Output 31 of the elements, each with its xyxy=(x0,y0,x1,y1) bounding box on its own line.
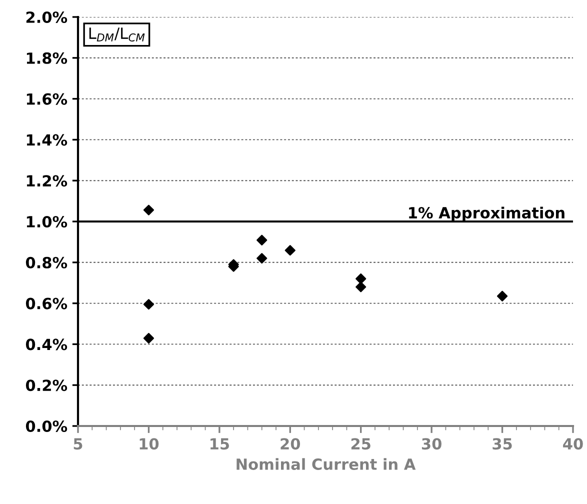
y-tick-label: 0.2% xyxy=(26,380,68,392)
point xyxy=(256,253,268,264)
y-tick-label: 1.4% xyxy=(26,134,68,146)
x-tick-label: 10 xyxy=(140,438,159,450)
x-axis-title: Nominal Current in A xyxy=(236,458,416,470)
y-tick-label: 1.2% xyxy=(26,175,68,187)
point xyxy=(256,234,268,246)
x-tick-label: 15 xyxy=(210,438,229,450)
y-tick-label: 1.8% xyxy=(26,52,68,64)
x-tick-label: 20 xyxy=(280,438,300,450)
y-tick-label: 1.6% xyxy=(26,93,68,105)
y-tick-label: 1.0% xyxy=(26,216,68,228)
point xyxy=(284,245,296,256)
point xyxy=(143,332,154,344)
point xyxy=(356,282,366,292)
y-tick-label: 0.0% xyxy=(26,420,68,432)
x-tick-label: 40 xyxy=(563,438,583,450)
y-tick-label: 0.4% xyxy=(26,338,68,350)
x-tick-label: 35 xyxy=(492,438,512,450)
ref-line-label: 1% Approximation xyxy=(409,206,564,222)
y-tick-label: 0.8% xyxy=(26,256,68,268)
y-tick-label: 2.0% xyxy=(26,11,68,24)
point xyxy=(496,290,508,302)
point xyxy=(356,273,366,284)
point xyxy=(143,204,154,216)
point xyxy=(143,299,154,310)
y-tick-label: 0.6% xyxy=(26,298,68,310)
annotation: L$_{DM}$/L$_{CM}$ xyxy=(89,28,145,42)
x-tick-label: 30 xyxy=(422,438,442,450)
x-tick-label: 5 xyxy=(74,438,82,450)
x-tick-label: 25 xyxy=(351,438,370,450)
